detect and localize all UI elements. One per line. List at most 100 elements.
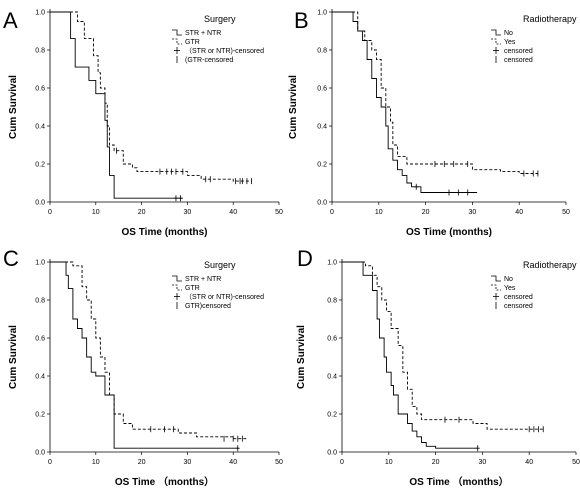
panel-label: D [297, 246, 313, 271]
x-axis-label: OS Time (months) [122, 227, 208, 238]
legend-title: Radiotherapy [523, 14, 577, 24]
x-tick-label: 20 [432, 459, 440, 466]
y-tick-label: 0.6 [35, 336, 45, 343]
survival-curve [50, 261, 247, 440]
x-tick-label: 0 [330, 209, 334, 216]
legend-key-dashed [491, 284, 501, 291]
legend-key-dashed [172, 284, 182, 291]
axes: 0.0 0.2 0.4 0.6 0.8 1.0 0 10 20 30 40 50 [317, 9, 570, 216]
y-axis-label: Cum Survival [8, 325, 19, 389]
legend: Radiotherapy No Yes censored censored [491, 14, 577, 64]
x-tick-label: 30 [184, 209, 192, 216]
legend-title: Surgery [204, 14, 236, 24]
legend-entry: censored [504, 48, 533, 55]
legend-entry: STR + NTR [185, 30, 221, 37]
legend-key-solid [491, 275, 501, 282]
y-tick-label: 1.0 [317, 10, 327, 17]
panel-label: A [3, 8, 18, 33]
y-tick-label: 0.2 [327, 412, 337, 419]
y-tick-label: 0.6 [327, 336, 337, 343]
y-tick-label: 0.4 [35, 124, 45, 131]
legend-key-dashed [172, 38, 182, 45]
y-tick-label: 0.2 [35, 162, 45, 169]
y-tick-label: 1.0 [35, 10, 45, 17]
y-tick-label: 0.4 [35, 374, 45, 381]
axes: 0.0 0.2 0.4 0.6 0.8 1.0 0 10 20 30 40 50 [35, 259, 283, 466]
x-tick-label: 0 [340, 459, 344, 466]
y-axis-label: Cum Survival [288, 75, 299, 139]
series-dashed [342, 261, 544, 433]
x-axis-label: OS Time （months） [115, 475, 214, 488]
y-tick-label: 1.0 [35, 260, 45, 267]
legend: Radiotherapy No Yes censored censored [491, 260, 577, 310]
survival-curve [50, 261, 238, 449]
legend-entry: （STR or NTR)-censored [185, 47, 264, 55]
y-tick-label: 0.0 [35, 200, 45, 207]
x-tick-label: 10 [92, 209, 100, 216]
y-tick-label: 0.2 [35, 412, 45, 419]
x-tick-label: 20 [138, 459, 146, 466]
legend-entry: GTR [185, 39, 200, 46]
legend-entry: No [504, 276, 513, 283]
legend-key-solid [172, 29, 182, 36]
y-tick-label: 0.8 [317, 48, 327, 55]
chart-panel-a: A 0.0 0.2 0.4 0.6 0.8 1.0 0 10 20 30 40 50 OS Time (m… [3, 8, 283, 238]
x-tick-label: 30 [469, 209, 477, 216]
legend-entry: censored [504, 294, 533, 301]
survival-curve [342, 261, 478, 449]
survival-curve [50, 11, 252, 182]
panel-label: C [3, 246, 19, 271]
legend-entry: GTR)censored [185, 303, 231, 310]
y-axis-label: Cum Survival [8, 75, 19, 139]
y-tick-label: 0.8 [35, 48, 45, 55]
x-tick-label: 10 [375, 209, 383, 216]
series-solid [342, 261, 480, 452]
axes: 0.0 0.2 0.4 0.6 0.8 1.0 0 10 20 30 40 50 [327, 259, 580, 466]
y-tick-label: 0.6 [317, 86, 327, 93]
y-tick-label: 0.8 [327, 298, 337, 305]
y-tick-label: 0.8 [35, 298, 45, 305]
series-dashed [50, 261, 247, 442]
panel-label: B [294, 8, 309, 33]
legend-entry: No [504, 30, 513, 37]
series-solid [50, 261, 240, 452]
x-tick-label: 0 [48, 459, 52, 466]
legend-entry: (GTR-censored [185, 57, 233, 64]
legend-title: Radiotherapy [523, 260, 577, 270]
y-tick-label: 0.4 [317, 124, 327, 131]
legend: Surgery STR + NTR GTR（STR or NTR)-censored… [172, 14, 264, 64]
series-dashed [332, 11, 539, 177]
y-tick-label: 0.4 [327, 374, 337, 381]
legend-entry: Yes [504, 285, 516, 292]
x-tick-label: 50 [572, 459, 580, 466]
legend-entry: censored [504, 303, 533, 310]
x-tick-label: 40 [229, 209, 237, 216]
chart-panel-b: B 0.0 0.2 0.4 0.6 0.8 1.0 0 10 20 30 40 50 OS Time (m… [288, 8, 577, 238]
survival-curve [342, 261, 544, 430]
legend-key-dashed [491, 38, 501, 45]
x-tick-label: 0 [48, 209, 52, 216]
chart-panel-c: C 0.0 0.2 0.4 0.6 0.8 1.0 0 10 20 30 40 50 OS Time （m… [3, 246, 283, 488]
y-tick-label: 0.2 [317, 162, 327, 169]
y-tick-label: 0.6 [35, 86, 45, 93]
x-tick-label: 50 [275, 209, 283, 216]
survival-curve [332, 11, 538, 174]
x-tick-label: 10 [92, 459, 100, 466]
y-tick-label: 1.0 [327, 260, 337, 267]
x-tick-label: 40 [525, 459, 533, 466]
x-tick-label: 50 [562, 209, 570, 216]
x-tick-label: 20 [138, 209, 146, 216]
legend-title: Surgery [204, 260, 236, 270]
y-tick-label: 0.0 [35, 450, 45, 457]
survival-curve [50, 11, 183, 199]
x-tick-label: 40 [229, 459, 237, 466]
legend-key-solid [172, 275, 182, 282]
x-axis-label: OS Time (months) [406, 227, 492, 238]
legend-key-solid [491, 29, 501, 36]
x-tick-label: 30 [479, 459, 487, 466]
legend-entry: censored [504, 57, 533, 64]
legend-entry: Yes [504, 39, 516, 46]
x-tick-label: 20 [422, 209, 430, 216]
chart-panel-d: D 0.0 0.2 0.4 0.6 0.8 1.0 0 10 20 30 40 50 OS Time （m… [296, 246, 580, 488]
